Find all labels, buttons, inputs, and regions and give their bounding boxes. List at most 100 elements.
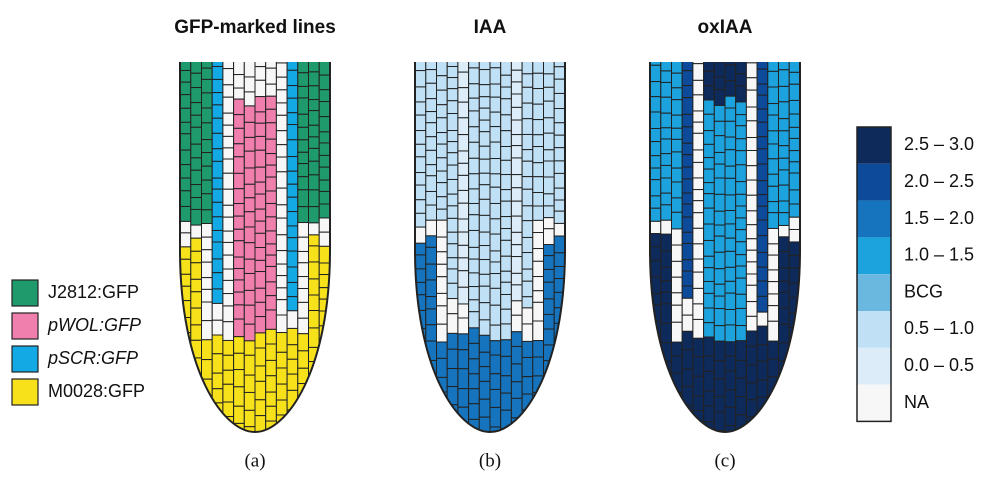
cell bbox=[437, 197, 448, 209]
cell bbox=[714, 326, 725, 342]
cell bbox=[202, 360, 213, 380]
cell bbox=[746, 250, 757, 262]
cell bbox=[415, 157, 426, 173]
cell bbox=[180, 247, 191, 259]
cell bbox=[437, 264, 448, 276]
legend-swatch bbox=[12, 379, 38, 405]
cell bbox=[276, 251, 287, 264]
cell bbox=[479, 260, 490, 275]
cell bbox=[757, 195, 768, 207]
cell bbox=[469, 343, 480, 358]
cell bbox=[415, 102, 426, 115]
cell bbox=[511, 216, 522, 232]
cell bbox=[789, 229, 800, 241]
cell bbox=[266, 244, 277, 255]
root bbox=[650, 50, 800, 450]
cell bbox=[266, 392, 277, 406]
cell bbox=[736, 397, 747, 415]
cell bbox=[479, 215, 490, 232]
cell bbox=[682, 243, 693, 259]
legend-label: pWOL:GFP bbox=[47, 315, 141, 335]
cell bbox=[746, 383, 757, 400]
cell bbox=[287, 345, 298, 360]
cell bbox=[479, 320, 490, 335]
legend-swatch bbox=[12, 280, 38, 306]
cell bbox=[704, 268, 715, 282]
cell bbox=[298, 289, 309, 303]
cell bbox=[479, 185, 490, 200]
cell bbox=[757, 252, 768, 267]
cell bbox=[672, 342, 683, 356]
cell bbox=[223, 159, 234, 173]
cell bbox=[255, 333, 266, 348]
cell bbox=[714, 152, 725, 164]
cell bbox=[234, 319, 245, 337]
cell bbox=[522, 60, 533, 74]
cell bbox=[202, 79, 213, 92]
cell bbox=[661, 323, 672, 342]
cell bbox=[234, 216, 245, 229]
cell bbox=[544, 314, 555, 329]
cell bbox=[757, 361, 768, 380]
cell bbox=[309, 72, 320, 86]
cell bbox=[501, 309, 512, 324]
cell bbox=[447, 131, 458, 142]
cell bbox=[287, 171, 298, 184]
cell bbox=[234, 241, 245, 257]
cell bbox=[234, 229, 245, 240]
cell bbox=[511, 245, 522, 257]
cell bbox=[682, 55, 693, 71]
cell bbox=[298, 401, 309, 419]
cell bbox=[212, 79, 223, 92]
cell bbox=[458, 334, 469, 350]
cell bbox=[309, 207, 320, 223]
cell bbox=[479, 108, 490, 120]
cell bbox=[447, 52, 458, 67]
cell bbox=[255, 67, 266, 81]
cell bbox=[779, 55, 790, 69]
cell bbox=[661, 82, 672, 97]
cell bbox=[180, 150, 191, 165]
cell bbox=[693, 50, 704, 64]
cell bbox=[276, 368, 287, 384]
cell bbox=[746, 63, 757, 78]
cell bbox=[511, 301, 522, 315]
cell bbox=[501, 75, 512, 87]
cell bbox=[202, 398, 213, 416]
cell bbox=[661, 234, 672, 251]
scale-swatch bbox=[857, 127, 891, 164]
cell bbox=[244, 184, 255, 197]
cell bbox=[426, 123, 437, 137]
cell bbox=[725, 150, 736, 166]
cell bbox=[458, 287, 469, 304]
cell bbox=[490, 112, 501, 126]
cell bbox=[768, 213, 779, 229]
cell bbox=[415, 362, 426, 377]
cell bbox=[244, 137, 255, 151]
cell bbox=[479, 352, 490, 366]
cell bbox=[479, 70, 490, 85]
cell bbox=[276, 131, 287, 145]
cell bbox=[319, 117, 330, 132]
cell bbox=[180, 401, 191, 418]
cell bbox=[244, 61, 255, 77]
cell bbox=[458, 350, 469, 369]
cell bbox=[234, 157, 245, 174]
cell bbox=[704, 281, 715, 293]
cell bbox=[447, 244, 458, 258]
cell bbox=[682, 350, 693, 369]
cell bbox=[501, 282, 512, 294]
cell bbox=[266, 96, 277, 109]
cell bbox=[255, 221, 266, 233]
cell bbox=[469, 312, 480, 328]
cell bbox=[533, 291, 544, 303]
cell bbox=[736, 61, 747, 74]
cell bbox=[746, 316, 757, 331]
cell bbox=[469, 98, 480, 111]
scale-label: 1.0 – 1.5 bbox=[904, 245, 974, 265]
cell bbox=[768, 255, 779, 270]
cell bbox=[298, 114, 309, 127]
cell bbox=[437, 306, 448, 324]
cell bbox=[490, 427, 501, 442]
cell bbox=[511, 273, 522, 284]
